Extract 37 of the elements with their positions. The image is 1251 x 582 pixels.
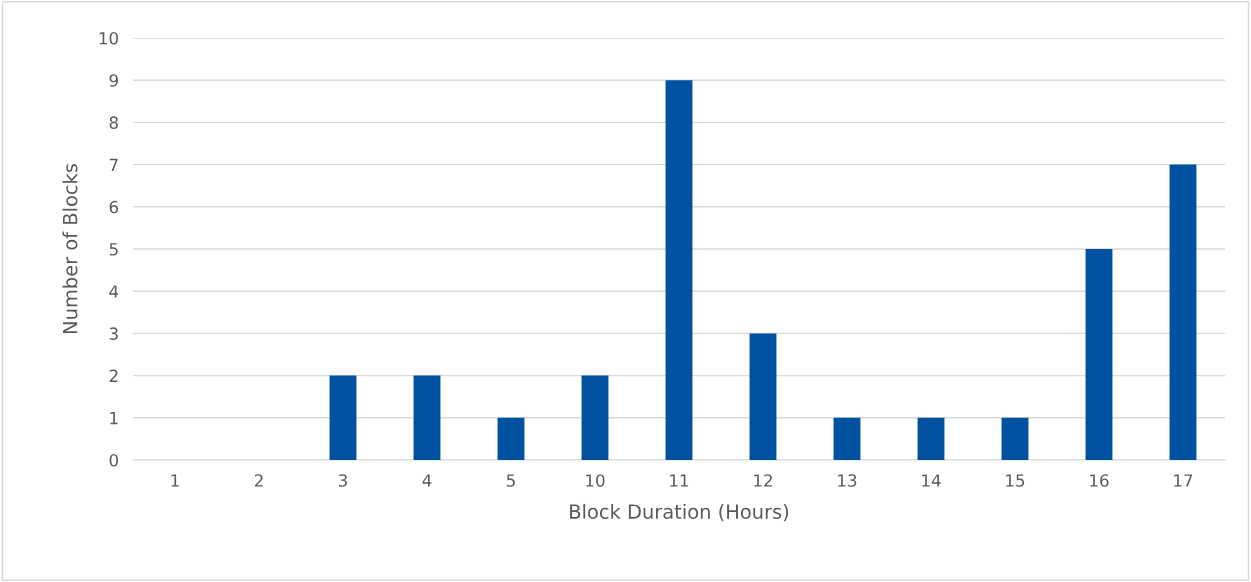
bar <box>833 417 861 460</box>
y-tick-label: 3 <box>109 327 118 340</box>
y-tick-label: 5 <box>109 243 118 256</box>
bar <box>1085 249 1113 460</box>
x-tick-label: 4 <box>422 474 432 487</box>
y-axis-title: Number of Blocks <box>62 163 78 334</box>
x-tick-label: 3 <box>338 474 347 487</box>
x-tick-label: 16 <box>1090 474 1109 487</box>
bar <box>329 375 357 460</box>
y-tick-label: 7 <box>109 158 118 171</box>
y-tick-label: 2 <box>109 369 118 382</box>
x-tick-label: 13 <box>838 474 857 487</box>
y-tick-label: 8 <box>109 116 118 129</box>
y-tick-label: 0 <box>109 453 118 467</box>
x-tick-label: 11 <box>670 474 689 487</box>
x-tick-label: 1 <box>171 474 179 487</box>
x-tick-label: 15 <box>1006 474 1025 487</box>
bar <box>1169 164 1197 460</box>
bar <box>581 375 609 460</box>
x-axis-title: Block Duration (Hours) <box>570 503 789 522</box>
y-tick-label: 6 <box>109 200 119 214</box>
x-tick-label: 5 <box>506 474 515 487</box>
bar <box>1001 417 1029 460</box>
x-tick-label: 14 <box>922 474 941 487</box>
y-tick-label: 4 <box>109 285 119 298</box>
bar <box>917 417 945 460</box>
y-tick-label: 1 <box>110 411 118 425</box>
bar <box>665 80 693 460</box>
x-tick-label: 12 <box>754 474 772 487</box>
x-tick-label: 2 <box>254 474 263 487</box>
y-tick-label: 9 <box>109 74 118 87</box>
x-tick-label: 17 <box>1174 474 1193 487</box>
bar <box>497 417 525 460</box>
bar <box>749 333 777 460</box>
x-tick-label: 10 <box>586 474 605 487</box>
bar <box>413 375 441 460</box>
y-tick-label: 10 <box>99 31 118 45</box>
